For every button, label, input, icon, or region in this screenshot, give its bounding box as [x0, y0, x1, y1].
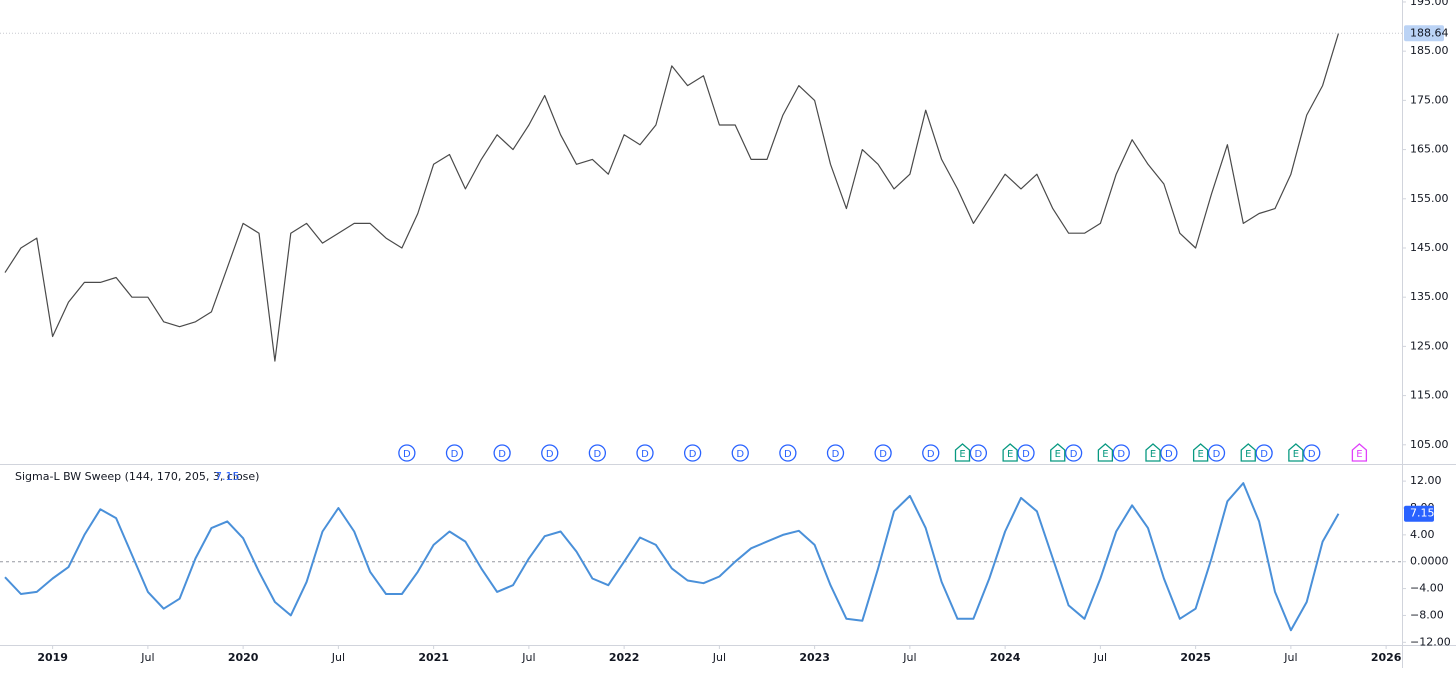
series-line	[4, 33, 1340, 362]
event-label: D	[594, 449, 602, 460]
event-label: D	[1308, 449, 1316, 460]
y-tick-label: 135.00	[1410, 290, 1449, 303]
dividend-marker	[398, 444, 416, 462]
dividend-marker	[1207, 444, 1226, 462]
x-tick-label: 2022	[609, 651, 640, 664]
dividend-marker	[826, 444, 845, 462]
indicator-title: Sigma-L BW Sweep (144, 170, 205, 3, clos…	[15, 470, 259, 483]
earnings-marker	[1240, 443, 1256, 462]
event-label: D	[641, 449, 649, 460]
dividend-marker	[1303, 444, 1321, 462]
event-label: D	[1165, 449, 1173, 460]
dividend-marker	[636, 444, 654, 462]
earnings-marker	[1145, 443, 1161, 462]
event-label: D	[736, 449, 744, 460]
x-tick-label: Jul	[712, 651, 726, 664]
event-label: E	[1245, 449, 1251, 460]
dividend-marker	[1112, 444, 1130, 462]
event-label: E	[1293, 449, 1299, 460]
x-tick-label: Jul	[1093, 651, 1107, 664]
event-label: E	[959, 449, 965, 460]
event-label: D	[975, 449, 983, 460]
x-tick-label: 2020	[228, 651, 259, 664]
last-price-label: 188.64	[1410, 26, 1449, 39]
earnings-marker	[1002, 443, 1018, 462]
x-tick-label: 2019	[37, 651, 68, 664]
x-tick-label: Jul	[140, 651, 154, 664]
dividend-marker	[779, 444, 797, 462]
event-label: D	[403, 449, 411, 460]
x-tick-label: 2023	[799, 651, 830, 664]
x-tick-label: 2021	[418, 651, 449, 664]
event-label: E	[1197, 449, 1203, 460]
event-label: D	[1260, 449, 1268, 460]
event-label: E	[1102, 449, 1108, 460]
earnings-marker	[954, 443, 971, 462]
x-tick-label: 2024	[990, 651, 1021, 664]
event-label: D	[1213, 449, 1221, 460]
event-label: D	[927, 449, 935, 460]
indicator-value: 7.15	[215, 470, 240, 483]
y-tick-label: −8.00	[1410, 608, 1444, 621]
y-tick-label: 12.00	[1410, 474, 1442, 487]
y-tick-label: 175.00	[1410, 93, 1449, 106]
dividend-marker	[445, 444, 464, 462]
x-tick-label: Jul	[1283, 651, 1297, 664]
y-tick-label: 155.00	[1410, 192, 1449, 205]
event-label: D	[689, 449, 697, 460]
y-tick-label: 125.00	[1410, 339, 1449, 352]
earnings-marker	[1351, 443, 1368, 462]
event-label: D	[546, 449, 554, 460]
earnings-marker	[1050, 443, 1066, 462]
event-label: D	[784, 449, 792, 460]
y-tick-label: 165.00	[1410, 143, 1449, 156]
dividend-marker	[683, 444, 702, 462]
x-tick-label: 2025	[1180, 651, 1211, 664]
event-label: D	[451, 449, 459, 460]
dividend-marker	[1255, 444, 1273, 462]
dividend-marker	[874, 444, 892, 462]
earnings-marker	[1288, 443, 1304, 462]
y-tick-label: 4.00	[1410, 528, 1435, 541]
y-tick-label: 145.00	[1410, 241, 1449, 254]
x-tick-label: Jul	[521, 651, 535, 664]
dividend-marker	[1064, 444, 1083, 462]
dividend-marker	[541, 444, 559, 462]
last-price-tag	[1404, 25, 1444, 42]
event-label: E	[1007, 449, 1013, 460]
y-tick-label: 115.00	[1410, 389, 1449, 402]
dividend-marker	[969, 444, 988, 462]
earnings-marker	[1097, 443, 1114, 462]
event-label: D	[498, 449, 506, 460]
event-label: D	[1117, 449, 1125, 460]
y-tick-label: 195.00	[1410, 0, 1449, 8]
event-label: D	[879, 449, 887, 460]
dividend-marker	[1160, 444, 1178, 462]
y-tick-label: 0.0000	[1410, 555, 1449, 568]
event-label: D	[1070, 449, 1078, 460]
event-label: E	[1356, 449, 1362, 460]
y-tick-label: −4.00	[1410, 582, 1444, 595]
x-tick-label: Jul	[331, 651, 345, 664]
y-tick-label: 105.00	[1410, 438, 1449, 451]
earnings-marker	[1192, 443, 1209, 462]
x-tick-label: Jul	[902, 651, 916, 664]
event-label: D	[1022, 449, 1030, 460]
indicator-value-tag	[1404, 505, 1434, 522]
event-label: D	[832, 449, 840, 460]
dividend-marker	[1017, 444, 1035, 462]
y-tick-label: 185.00	[1410, 44, 1449, 57]
series-line	[4, 482, 1340, 632]
x-tick-label: 2026	[1371, 651, 1402, 664]
event-label: E	[1055, 449, 1061, 460]
y-tick-label: −12.00	[1410, 635, 1451, 648]
event-label: E	[1150, 449, 1156, 460]
dividend-marker	[922, 444, 940, 462]
indicator-value-label: 7.15	[1410, 507, 1435, 520]
dividend-marker	[588, 444, 607, 462]
dividend-marker	[493, 444, 511, 462]
dividend-marker	[731, 444, 749, 462]
